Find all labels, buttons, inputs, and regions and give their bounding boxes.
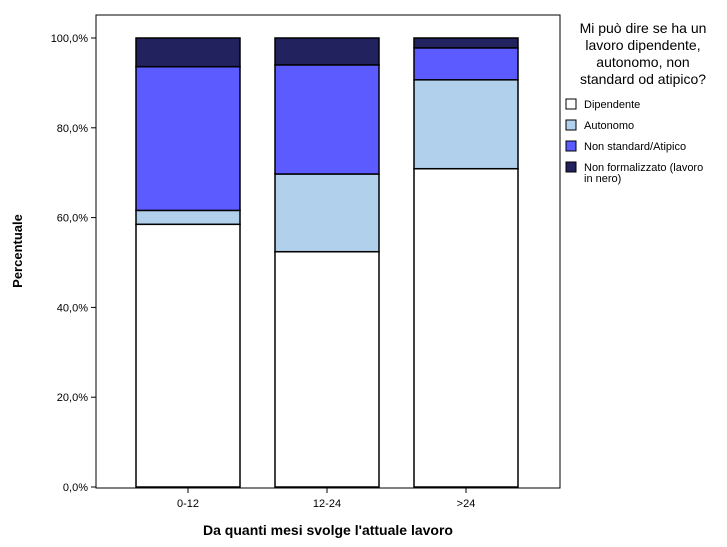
x-axis: 0-12 12-24 >24 [177,488,475,510]
bar-segment-0-12-autonomo [135,209,241,226]
legend-label: Dipendente [584,99,640,111]
x-tick-label: >24 [457,498,476,510]
bar-segment-0-12-non-standard-atipico [135,65,241,212]
bar-segment-12-24-non-standard-atipico [274,64,380,175]
bar-segment-12-24-autonomo [274,173,380,253]
bar-segment-12-24-dipendente [274,250,380,488]
y-tick-label: 60,0% [57,213,88,225]
legend-title-line: Mi può dire se ha un [580,20,707,36]
legend-title-line: autonomo, non [596,54,689,70]
x-tick-label: 0-12 [177,498,199,510]
legend-title-line: lavoro dipendente, [585,37,700,53]
bar-segment-0-12-dipendente [135,223,241,488]
legend-label: Non standard/Atipico [584,141,686,153]
legend-label: Autonomo [584,120,634,132]
x-axis-title: Da quanti mesi svolge l'attuale lavoro [203,522,453,538]
legend-label: Non formalizzato (lavoro [584,162,703,174]
y-tick-label: 40,0% [57,302,88,314]
bar-segment-24-autonomo [413,79,519,170]
legend-swatch-dipendente [565,98,577,110]
y-tick-label: 80,0% [57,123,88,135]
y-tick-label: 0,0% [63,482,88,494]
y-tick-label: 20,0% [57,392,88,404]
legend-label: in nero) [584,173,621,185]
legend-swatch-autonomo [565,119,577,131]
bar-segment-24-non-formalizzato-lavoro-in-nero [413,37,519,49]
bars-group [135,37,519,488]
y-tick-label: 100,0% [51,33,89,45]
bar-segment-0-12-non-formalizzato-lavoro-in-nero [135,37,241,68]
bar-segment-12-24-non-formalizzato-lavoro-in-nero [274,37,380,66]
legend-title-line: standard od atipico? [580,71,706,87]
bar-segment-24-non-standard-atipico [413,47,519,81]
bar-segment-24-dipendente [413,167,519,488]
legend-swatch-non-formalizzato-lavoro-in-nero [565,161,577,173]
legend-swatch-non-standard-atipico [565,140,577,152]
y-axis-title: Percentuale [10,214,25,288]
y-axis: 0,0% 20,0% 40,0% 60,0% 80,0% 100,0% [51,33,96,494]
x-tick-label: 12-24 [313,498,341,510]
